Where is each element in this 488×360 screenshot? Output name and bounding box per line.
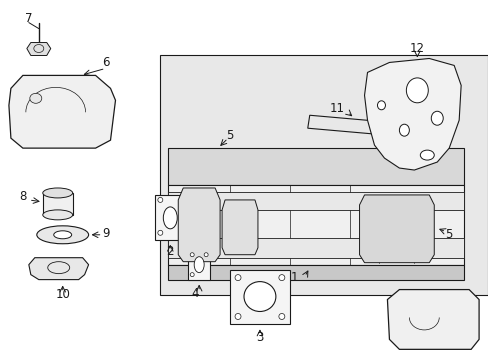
Text: 7: 7 [25, 12, 33, 25]
Ellipse shape [235, 275, 241, 280]
Polygon shape [29, 258, 88, 280]
Ellipse shape [30, 93, 41, 103]
Text: 3: 3 [256, 331, 263, 344]
Text: 4: 4 [191, 287, 199, 300]
Polygon shape [229, 270, 289, 324]
Text: 10: 10 [55, 288, 70, 301]
Text: 1: 1 [290, 271, 298, 284]
Ellipse shape [406, 78, 427, 103]
Polygon shape [364, 58, 460, 170]
Ellipse shape [420, 150, 433, 160]
Ellipse shape [430, 111, 442, 125]
Polygon shape [160, 55, 487, 294]
Polygon shape [178, 188, 220, 262]
Text: 11: 11 [329, 102, 345, 115]
Ellipse shape [203, 253, 208, 257]
Polygon shape [168, 192, 463, 210]
Ellipse shape [244, 282, 275, 311]
Polygon shape [359, 195, 433, 263]
Polygon shape [168, 148, 463, 185]
Polygon shape [168, 185, 463, 265]
Polygon shape [155, 195, 185, 240]
Ellipse shape [42, 210, 73, 220]
Ellipse shape [399, 124, 408, 136]
Polygon shape [386, 289, 478, 349]
Ellipse shape [278, 275, 285, 280]
Ellipse shape [54, 231, 72, 239]
Ellipse shape [158, 230, 163, 235]
Text: 5: 5 [445, 228, 452, 241]
Ellipse shape [377, 101, 385, 110]
Polygon shape [185, 200, 198, 238]
Ellipse shape [235, 314, 241, 319]
Text: 6: 6 [102, 56, 109, 69]
Ellipse shape [194, 257, 203, 273]
Text: 5: 5 [226, 129, 233, 142]
Text: 9: 9 [102, 227, 109, 240]
Polygon shape [27, 42, 51, 55]
Polygon shape [188, 250, 210, 280]
Ellipse shape [278, 314, 285, 319]
Ellipse shape [42, 188, 73, 198]
Ellipse shape [37, 226, 88, 244]
Polygon shape [307, 115, 388, 135]
Ellipse shape [190, 253, 194, 257]
Text: 12: 12 [409, 42, 424, 55]
Ellipse shape [158, 197, 163, 202]
Polygon shape [168, 265, 463, 280]
Polygon shape [42, 193, 73, 215]
Ellipse shape [190, 273, 194, 276]
Polygon shape [168, 238, 463, 258]
Text: 2: 2 [166, 245, 174, 258]
Ellipse shape [163, 207, 177, 229]
Text: 8: 8 [19, 190, 26, 203]
Polygon shape [222, 200, 258, 255]
Polygon shape [9, 75, 115, 148]
